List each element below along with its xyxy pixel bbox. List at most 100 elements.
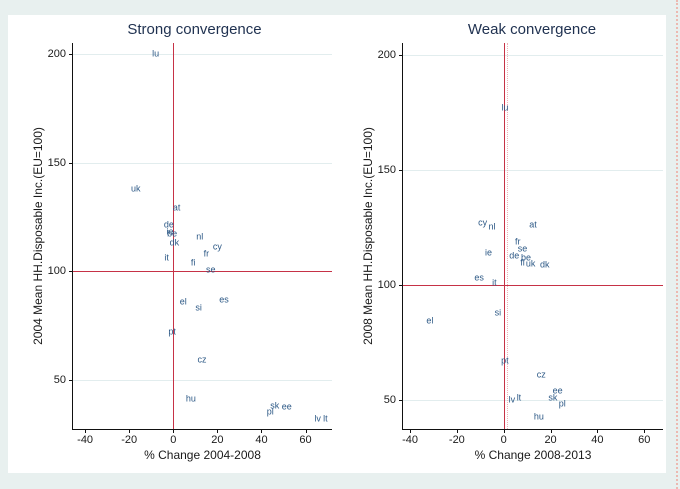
data-point-nl: nl <box>196 231 204 242</box>
x-tick <box>305 429 307 433</box>
data-point-cz: cz <box>197 354 207 365</box>
x-tick <box>410 429 412 433</box>
data-point-cy: cy <box>212 241 222 252</box>
y-tick <box>399 400 403 402</box>
x-tick-label: 0 <box>170 434 177 446</box>
y-tick-label: 100 <box>47 265 66 278</box>
y-tick <box>69 380 73 382</box>
y-tick-label: 150 <box>377 163 396 176</box>
data-point-el: el <box>179 296 187 307</box>
x-tick-label: -20 <box>448 434 465 446</box>
data-point-at: at <box>529 219 537 230</box>
x-tick <box>173 429 175 433</box>
plot-area: 2004 Mean HH.Disposable Inc.(EU=100) % C… <box>31 43 332 462</box>
data-point-lt: lt <box>323 413 328 424</box>
y-tick <box>69 162 73 164</box>
data-point-ie: ie <box>484 247 492 258</box>
gridline <box>403 400 663 402</box>
data-point-el: el <box>426 315 434 326</box>
refline-vertical <box>173 43 175 429</box>
y-tick-label: 50 <box>53 374 66 387</box>
refline-vertical <box>503 43 505 429</box>
panel-strong-convergence: Strong convergence 2004 Mean HH.Disposab… <box>8 15 339 473</box>
data-point-si: si <box>195 302 202 313</box>
x-tick-label: 60 <box>638 434 651 446</box>
x-tick-label: 40 <box>255 434 268 446</box>
data-point-fr: fr <box>203 248 210 259</box>
data-point-nl: nl <box>488 221 496 232</box>
x-tick-label: 20 <box>211 434 224 446</box>
x-tick <box>503 429 505 433</box>
data-point-lt: lt <box>516 392 522 403</box>
x-tick-label: -20 <box>121 434 138 446</box>
x-axis-title: % Change 2004-2008 <box>144 448 261 462</box>
data-point-sk: sk <box>270 400 280 411</box>
x-tick <box>550 429 552 433</box>
data-point-es: es <box>474 272 484 283</box>
data-point-pl: pl <box>558 398 566 409</box>
y-tick-label: 50 <box>383 394 396 407</box>
data-point-it: it <box>164 252 169 263</box>
y-tick-label: 200 <box>47 47 66 60</box>
gridline <box>403 169 663 171</box>
y-axis-title: 2008 Mean HH.Disposable Inc.(EU=100) <box>361 127 375 345</box>
x-tick <box>456 429 458 433</box>
data-point-ie: ie <box>166 226 174 237</box>
x-axis-title: % Change 2008-2013 <box>474 448 592 462</box>
x-tick-label: -40 <box>77 434 94 446</box>
x-tick-label: 60 <box>299 434 312 446</box>
graph-card: Strong convergence 2004 Mean HH.Disposab… <box>8 15 666 473</box>
data-point-dk: dk <box>169 237 180 248</box>
gridline <box>73 380 332 382</box>
y-axis-title: 2004 Mean HH.Disposable Inc.(EU=100) <box>31 127 45 345</box>
data-point-hu: hu <box>185 393 196 404</box>
data-point-pt: pt <box>168 326 176 337</box>
y-tick-label: 150 <box>47 156 66 169</box>
data-point-se: se <box>206 264 216 275</box>
y-tick-label: 200 <box>377 48 396 61</box>
x-tick-label: 20 <box>544 434 557 446</box>
y-tick <box>399 169 403 171</box>
y-tick <box>399 54 403 56</box>
data-point-lu: lu <box>152 48 160 59</box>
data-point-uk: uk <box>525 258 536 269</box>
x-tick-label: -40 <box>402 434 418 446</box>
y-tick-label: 100 <box>377 278 396 291</box>
data-point-pl: pl <box>266 406 274 417</box>
data-point-lv: lv <box>508 394 516 405</box>
panel-weak-convergence: Weak convergence 2008 Mean HH.Disposable… <box>338 15 666 473</box>
data-point-it: it <box>492 277 497 288</box>
data-point-be: be <box>167 228 178 239</box>
refline-horizontal <box>403 284 663 286</box>
gridline <box>403 54 663 56</box>
data-point-lu: lu <box>501 102 509 113</box>
panel-title: Weak convergence <box>467 21 597 38</box>
data-point-hu: hu <box>533 411 544 422</box>
gridline <box>73 53 332 55</box>
data-point-sk: sk <box>548 392 558 403</box>
data-point-dk: dk <box>539 259 550 270</box>
data-point-se: se <box>517 243 528 254</box>
plot-area: 2008 Mean HH.Disposable Inc.(EU=100) % C… <box>361 43 663 462</box>
gridline <box>73 162 332 164</box>
x-tick <box>85 429 87 433</box>
x-tick <box>597 429 599 433</box>
data-point-uk: uk <box>131 183 141 194</box>
data-point-cz: cz <box>536 369 546 380</box>
y-tick <box>69 271 73 273</box>
x-tick-label: 0 <box>500 434 507 446</box>
x-tick <box>644 429 646 433</box>
page-edge-line <box>676 0 678 489</box>
x-tick <box>129 429 131 433</box>
data-point-be: be <box>520 252 531 263</box>
data-point-ee: ee <box>281 401 292 412</box>
data-point-fr: fr <box>515 236 521 247</box>
x-tick <box>217 429 219 433</box>
data-point-at: at <box>172 202 181 213</box>
y-tick <box>399 284 403 286</box>
refline-vertical-dotted <box>506 43 508 429</box>
data-point-cy: cy <box>478 217 488 228</box>
data-point-de: de <box>509 250 520 261</box>
x-tick <box>261 429 263 433</box>
